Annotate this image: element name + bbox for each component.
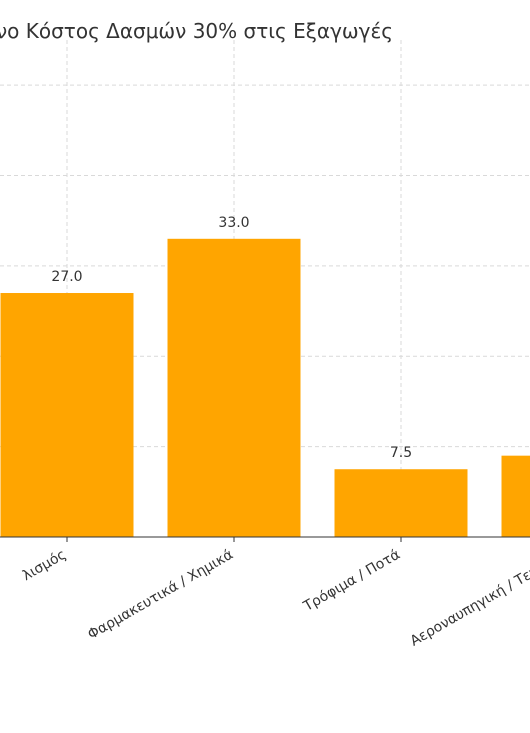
x-tick-label: Αεροναυπηγική / Τεχνολο <box>408 547 530 650</box>
bar <box>501 455 530 537</box>
bar <box>0 293 134 537</box>
bar <box>334 469 468 537</box>
value-label: 27.0 <box>51 269 82 285</box>
value-label: 33.0 <box>218 215 249 231</box>
value-label: 7.5 <box>390 445 412 461</box>
x-tick-label: λισμός <box>20 547 69 585</box>
bar <box>167 238 301 538</box>
x-tick-label: Φαρμακευτικά / Χημικά <box>85 547 236 643</box>
x-tick-label: Τρόφιμα / Ποτά <box>300 547 403 616</box>
chart-title: νο Κόστος Δασμών 30% στις Εξαγωγές <box>0 19 393 43</box>
